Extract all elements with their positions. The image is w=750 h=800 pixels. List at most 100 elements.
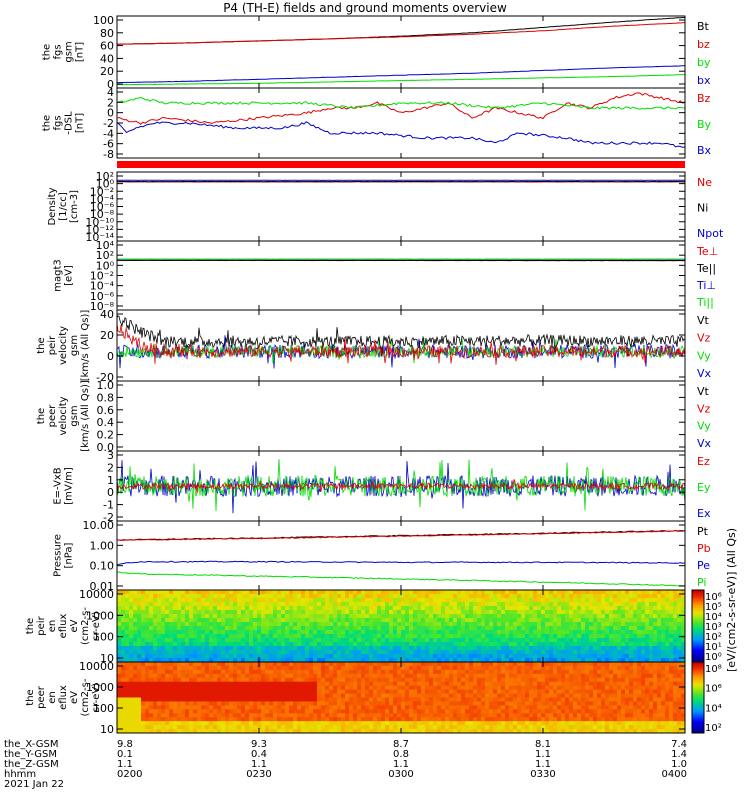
peir_eflux-cell bbox=[453, 598, 458, 603]
peir_eflux-cell bbox=[365, 630, 370, 635]
peer_eflux-cell bbox=[561, 721, 566, 726]
peir_eflux-cell bbox=[417, 654, 422, 659]
peir_eflux-cell bbox=[513, 638, 518, 643]
peir_eflux-cell bbox=[133, 618, 138, 623]
peer_eflux-cell bbox=[137, 705, 142, 710]
peir_eflux-cell bbox=[633, 602, 638, 607]
peer_eflux-cell bbox=[197, 725, 202, 730]
peer_eflux-cell bbox=[273, 721, 278, 726]
peer_eflux-cell bbox=[117, 669, 122, 675]
peir_eflux-cell bbox=[577, 658, 582, 663]
peer_eflux-cell bbox=[537, 685, 542, 691]
peir_eflux-cell bbox=[193, 622, 198, 627]
peer_eflux-cell bbox=[421, 665, 426, 671]
peir_eflux-cell bbox=[521, 598, 526, 603]
peer_eflux-cell bbox=[469, 713, 474, 718]
peer_eflux-cell bbox=[585, 677, 590, 683]
peer_eflux-cell bbox=[141, 693, 146, 698]
peer_eflux-cell bbox=[317, 697, 322, 702]
peir_eflux-cell bbox=[269, 618, 274, 623]
peer_eflux-cell bbox=[249, 673, 254, 679]
peir_eflux-cell bbox=[137, 654, 142, 659]
peir_eflux-cell bbox=[249, 646, 254, 651]
peer_eflux-cell bbox=[385, 705, 390, 710]
peer_eflux-cell bbox=[385, 662, 390, 667]
peer_eflux-cell bbox=[209, 721, 214, 726]
peir_eflux-cell bbox=[517, 626, 522, 631]
peir_eflux-cell bbox=[221, 650, 226, 655]
peir_eflux-cell bbox=[537, 602, 542, 607]
peer_eflux-cell bbox=[457, 689, 462, 694]
peir_eflux-cell bbox=[321, 602, 326, 607]
peir_eflux-cell bbox=[597, 650, 602, 655]
peir_eflux-cell bbox=[325, 618, 330, 623]
peer_eflux-cell bbox=[633, 662, 638, 667]
peir_eflux-cell bbox=[449, 618, 454, 623]
peir_eflux-cell bbox=[241, 630, 246, 635]
peir_eflux-cell bbox=[193, 642, 198, 647]
peir_eflux-cell bbox=[453, 602, 458, 607]
peer_eflux-cell bbox=[241, 721, 246, 726]
peer_eflux-cell bbox=[601, 681, 606, 687]
peer_eflux-cell bbox=[121, 697, 126, 702]
peir_eflux-cell bbox=[625, 654, 630, 659]
peer_eflux-cell bbox=[245, 725, 250, 730]
peer_eflux-cell bbox=[265, 701, 270, 706]
peir_eflux-cell bbox=[349, 602, 354, 607]
peer_eflux-cell bbox=[473, 721, 478, 726]
peer_eflux-cell bbox=[361, 685, 366, 691]
peir_eflux-cell bbox=[285, 606, 290, 611]
peir_eflux-cell bbox=[453, 622, 458, 627]
peir_eflux-cell bbox=[389, 638, 394, 643]
peer_eflux-cell bbox=[521, 697, 526, 702]
peir_eflux-cell bbox=[677, 646, 682, 651]
peer_eflux-cell bbox=[165, 709, 170, 714]
peir_eflux-cell bbox=[665, 614, 670, 619]
peir_eflux-cell bbox=[157, 654, 162, 659]
peir_eflux-cell bbox=[197, 610, 202, 615]
peir_eflux-cell bbox=[489, 614, 494, 619]
peir_eflux-cell bbox=[157, 610, 162, 615]
peir_eflux-cell bbox=[653, 654, 658, 659]
peir_eflux-cell bbox=[593, 598, 598, 603]
peir_eflux-cell bbox=[401, 654, 406, 659]
peer_eflux-cell bbox=[285, 697, 290, 702]
peir_eflux-cell bbox=[417, 658, 422, 663]
peir_eflux-cell bbox=[373, 650, 378, 655]
peir_eflux-cell bbox=[257, 618, 262, 623]
peir_eflux-cell bbox=[273, 630, 278, 635]
peir_eflux-cell bbox=[453, 646, 458, 651]
peer_eflux-cell bbox=[361, 701, 366, 706]
peer_eflux-cell bbox=[601, 662, 606, 667]
peer_eflux-cell bbox=[401, 693, 406, 698]
peer_eflux-cell bbox=[261, 685, 266, 691]
peer_eflux-cell bbox=[177, 709, 182, 714]
peer_eflux-cell bbox=[669, 669, 674, 675]
peer_eflux-cell bbox=[289, 662, 294, 667]
peir_eflux-cell bbox=[485, 650, 490, 655]
peer_eflux-cell bbox=[477, 681, 482, 687]
peer_eflux-cell bbox=[217, 662, 222, 667]
peir_eflux-cell bbox=[493, 594, 498, 599]
peer_eflux-cell bbox=[401, 697, 406, 702]
peer_eflux-cell bbox=[237, 662, 242, 667]
peer_eflux-cell bbox=[333, 713, 338, 718]
peir_eflux-cell bbox=[173, 602, 178, 607]
peer_eflux-cell bbox=[117, 665, 122, 671]
peir_eflux-cell bbox=[117, 618, 122, 623]
peer_eflux-cell bbox=[649, 669, 654, 675]
peer_eflux-cell bbox=[289, 681, 294, 687]
peer_eflux-cell bbox=[153, 709, 158, 714]
peir_eflux-cell bbox=[377, 654, 382, 659]
peir_eflux-cell bbox=[581, 634, 586, 639]
peir_eflux-cell bbox=[157, 622, 162, 627]
peer_eflux-cell bbox=[329, 725, 334, 730]
peer_eflux-cell bbox=[345, 721, 350, 726]
peer_eflux-cell bbox=[301, 665, 306, 671]
peir_eflux-cell bbox=[553, 602, 558, 607]
peer_eflux-cell bbox=[333, 721, 338, 726]
peir_eflux-cell bbox=[161, 658, 166, 663]
peer_eflux-cell bbox=[449, 685, 454, 691]
peir_eflux-cell bbox=[277, 610, 282, 615]
peir_eflux-cell bbox=[477, 590, 482, 595]
